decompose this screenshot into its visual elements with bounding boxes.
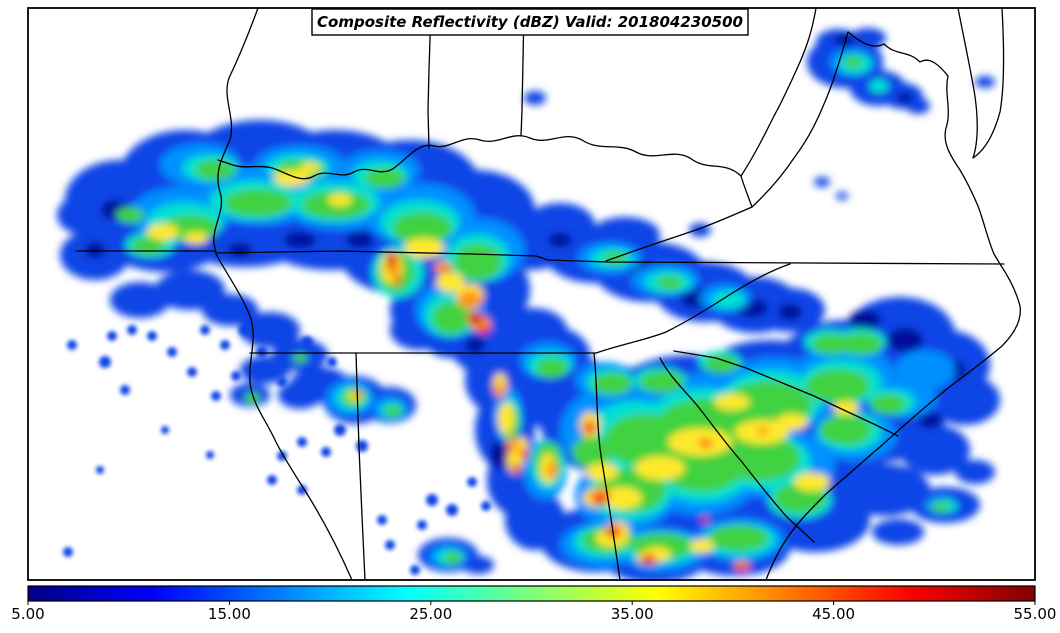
colorbar-tick-labels: 5.00 15.00 25.00 35.00 45.00 55.00 [11,605,1056,623]
colorbar-tick-label: 5.00 [11,605,44,623]
ky-wv-border [740,175,753,208]
oh-wv-border [740,8,817,177]
chesapeake-west-shore [944,75,1001,265]
va-wv-border [751,31,849,208]
colorbar-tick-label: 15.00 [208,605,251,623]
title-box-frame [311,8,749,36]
colorbar: 5.00 15.00 25.00 35.00 45.00 55.00 [11,585,1056,623]
map-frame [27,7,1036,581]
nc-coastline [873,263,1021,453]
radar-layer-darkred [387,257,649,565]
plot-title: Composite Reflectivity (dBZ) Valid: 2018… [317,13,743,31]
delmarva-peninsula [957,8,1005,159]
ky-va-border [605,206,753,262]
state-boundaries [75,8,1021,580]
title-box: Composite Reflectivity (dBZ) Valid: 2018… [311,8,749,36]
colorbar-tick-label: 45.00 [812,605,855,623]
il-in-border [427,8,432,149]
mississippi-river-border [213,8,353,580]
colorbar-gradient-bar [27,585,1036,602]
colorbar-tick-label: 25.00 [409,605,452,623]
radar-reflectivity-field [57,28,1000,580]
sc-ga-coastline [765,451,875,580]
nc-sc-border [673,350,899,437]
colorbar-tick-label: 55.00 [1014,605,1057,623]
ms-al-border [355,352,366,580]
ohio-river-border [217,135,742,180]
al-ga-border [593,352,621,580]
colorbar-tick-marks [27,601,1036,605]
ga-sc-border [659,357,815,543]
ky-tn-va-nc-border [215,250,1005,265]
tn-nc-border [595,263,791,354]
potomac-md-border [847,31,949,77]
colorbar-tick-label: 35.00 [611,605,654,623]
